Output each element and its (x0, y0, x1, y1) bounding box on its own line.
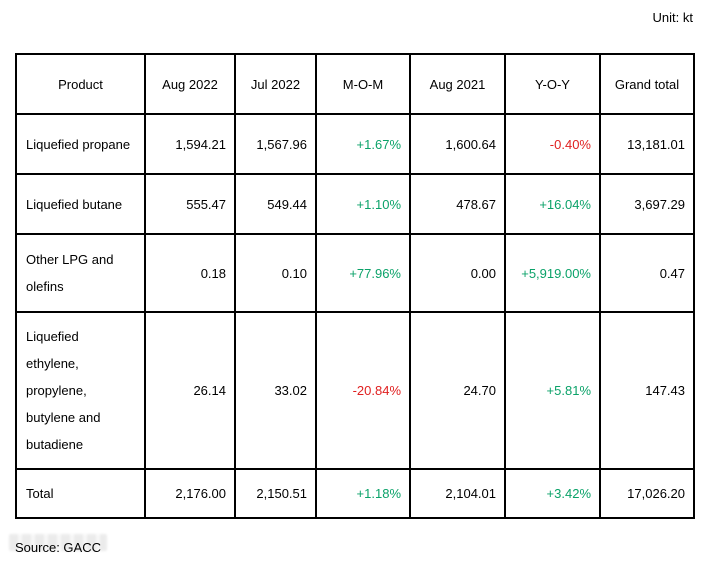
header-product: Product (15, 53, 146, 115)
product-cell: Liquefied ethylene, propylene, butylene … (15, 311, 146, 470)
aug-2022-cell: 2,176.00 (144, 468, 236, 519)
yoy-cell: +5.81% (504, 311, 601, 470)
lpg-import-table: Product Aug 2022 Jul 2022 M-O-M Aug 2021… (15, 53, 695, 519)
unit-label: Unit: kt (652, 10, 693, 25)
grand-total-cell: 0.47 (599, 233, 695, 313)
product-cell: Liquefied butane (15, 173, 146, 235)
faint-watermark (9, 534, 107, 551)
mom-cell: -20.84% (315, 311, 411, 470)
aug-2021-cell: 2,104.01 (409, 468, 506, 519)
jul-2022-cell: 1,567.96 (234, 113, 317, 175)
aug-2022-cell: 555.47 (144, 173, 236, 235)
yoy-cell: +5,919.00% (504, 233, 601, 313)
grand-total-cell: 147.43 (599, 311, 695, 470)
aug-2021-cell: 478.67 (409, 173, 506, 235)
mom-cell: +1.18% (315, 468, 411, 519)
table-row: Liquefied ethylene, propylene, butylene … (15, 311, 695, 470)
source-label: Source: GACC (15, 540, 101, 555)
jul-2022-cell: 2,150.51 (234, 468, 317, 519)
jul-2022-cell: 549.44 (234, 173, 317, 235)
grand-total-cell: 3,697.29 (599, 173, 695, 235)
aug-2022-cell: 0.18 (144, 233, 236, 313)
mom-cell: +1.10% (315, 173, 411, 235)
table-total-row: Total 2,176.00 2,150.51 +1.18% 2,104.01 … (15, 468, 695, 519)
header-yoy: Y-O-Y (504, 53, 601, 115)
jul-2022-cell: 33.02 (234, 311, 317, 470)
mom-cell: +1.67% (315, 113, 411, 175)
header-grand-total: Grand total (599, 53, 695, 115)
table-row: Liquefied butane 555.47 549.44 +1.10% 47… (15, 173, 695, 235)
product-cell: Liquefied propane (15, 113, 146, 175)
table-header-row: Product Aug 2022 Jul 2022 M-O-M Aug 2021… (15, 53, 695, 115)
aug-2021-cell: 1,600.64 (409, 113, 506, 175)
header-jul-2022: Jul 2022 (234, 53, 317, 115)
aug-2021-cell: 0.00 (409, 233, 506, 313)
grand-total-cell: 17,026.20 (599, 468, 695, 519)
table-row: Other LPG and olefins 0.18 0.10 +77.96% … (15, 233, 695, 313)
aug-2022-cell: 26.14 (144, 311, 236, 470)
header-aug-2021: Aug 2021 (409, 53, 506, 115)
aug-2022-cell: 1,594.21 (144, 113, 236, 175)
jul-2022-cell: 0.10 (234, 233, 317, 313)
mom-cell: +77.96% (315, 233, 411, 313)
yoy-cell: +3.42% (504, 468, 601, 519)
grand-total-cell: 13,181.01 (599, 113, 695, 175)
product-cell: Total (15, 468, 146, 519)
yoy-cell: -0.40% (504, 113, 601, 175)
aug-2021-cell: 24.70 (409, 311, 506, 470)
header-mom: M-O-M (315, 53, 411, 115)
header-aug-2022: Aug 2022 (144, 53, 236, 115)
table-row: Liquefied propane 1,594.21 1,567.96 +1.6… (15, 113, 695, 175)
yoy-cell: +16.04% (504, 173, 601, 235)
product-cell: Other LPG and olefins (15, 233, 146, 313)
